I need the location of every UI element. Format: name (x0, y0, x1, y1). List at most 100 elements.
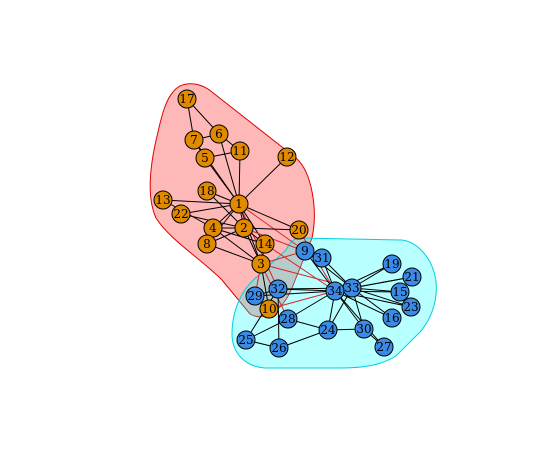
node-label-27: 27 (376, 340, 391, 354)
node-circle-27 (374, 337, 394, 357)
node-label-8: 8 (203, 237, 211, 251)
node-circle-8 (197, 234, 217, 254)
edge-1-13 (162, 199, 240, 205)
edge-1-22 (180, 203, 240, 215)
node-circle-6 (209, 124, 229, 144)
node-label-22: 22 (173, 207, 188, 221)
node-label-20: 20 (291, 223, 306, 237)
edge-between-10-34 (268, 290, 336, 310)
edge-23-33 (351, 287, 412, 308)
node-circle-3 (251, 254, 271, 274)
node-label-24: 24 (320, 323, 336, 337)
node-32: 32 (268, 279, 288, 299)
node-23: 23 (401, 297, 421, 317)
node-label-32: 32 (270, 282, 285, 296)
node-circle-25 (236, 330, 256, 350)
node-label-28: 28 (280, 312, 295, 326)
node-circle-24 (318, 320, 338, 340)
node-18: 18 (197, 181, 217, 201)
node-17: 17 (177, 89, 197, 109)
node-19: 19 (382, 254, 402, 274)
node-label-2: 2 (240, 221, 248, 235)
edge-3-4 (212, 227, 262, 265)
node-circle-11 (230, 141, 250, 161)
node-label-10: 10 (261, 302, 276, 316)
node-label-19: 19 (384, 257, 399, 271)
node-label-23: 23 (403, 300, 418, 314)
node-circle-1 (229, 194, 249, 214)
edge-27-34 (334, 290, 385, 348)
node-label-5: 5 (201, 151, 209, 165)
node-21: 21 (402, 267, 422, 287)
node-circle-7 (184, 130, 204, 150)
node-25: 25 (236, 330, 256, 350)
node-2: 2 (234, 218, 254, 238)
node-34: 34 (325, 281, 345, 301)
node-circle-19 (382, 254, 402, 274)
node-1: 1 (229, 194, 249, 214)
node-label-11: 11 (232, 144, 247, 158)
node-label-33: 33 (344, 281, 359, 295)
node-11: 11 (230, 141, 250, 161)
node-circle-9 (295, 241, 315, 261)
node-label-3: 3 (257, 257, 265, 271)
node-28: 28 (278, 309, 298, 329)
node-circle-15 (390, 282, 410, 302)
node-6: 6 (209, 124, 229, 144)
node-label-25: 25 (238, 333, 253, 347)
node-24: 24 (318, 320, 338, 340)
node-label-4: 4 (209, 221, 217, 235)
node-8: 8 (197, 234, 217, 254)
node-15: 15 (390, 282, 410, 302)
edge-1-12 (238, 156, 288, 205)
node-label-21: 21 (404, 270, 419, 284)
node-circle-30 (354, 319, 374, 339)
node-label-17: 17 (179, 92, 194, 106)
edge-16-34 (334, 290, 393, 319)
node-4: 4 (203, 218, 223, 238)
node-circle-26 (269, 338, 289, 358)
node-circle-12 (277, 147, 297, 167)
node-33: 33 (342, 278, 362, 298)
node-circle-5 (195, 148, 215, 168)
node-9: 9 (295, 241, 315, 261)
node-14: 14 (255, 234, 275, 254)
node-label-1: 1 (235, 197, 243, 211)
node-label-30: 30 (356, 322, 371, 336)
node-circle-20 (289, 220, 309, 240)
node-label-15: 15 (392, 285, 407, 299)
node-12: 12 (277, 147, 297, 167)
node-circle-29 (245, 286, 265, 306)
node-circle-32 (268, 279, 288, 299)
node-22: 22 (171, 204, 191, 224)
node-circle-22 (171, 204, 191, 224)
edge-32-34 (277, 288, 336, 292)
node-label-18: 18 (199, 184, 214, 198)
node-label-14: 14 (257, 237, 273, 251)
edge-between-14-34 (264, 243, 336, 292)
node-circle-13 (153, 190, 173, 210)
node-label-7: 7 (190, 133, 198, 147)
node-29: 29 (245, 286, 265, 306)
node-circle-14 (255, 234, 275, 254)
node-5: 5 (195, 148, 215, 168)
edge-3-8 (206, 243, 262, 265)
node-label-31: 31 (314, 251, 329, 265)
node-circle-34 (325, 281, 345, 301)
edge-1-6 (218, 133, 240, 205)
node-label-6: 6 (215, 127, 223, 141)
node-label-16: 16 (384, 311, 399, 325)
node-label-29: 29 (247, 289, 262, 303)
node-circle-28 (278, 309, 298, 329)
node-circle-16 (382, 308, 402, 328)
node-27: 27 (374, 337, 394, 357)
node-circle-21 (402, 267, 422, 287)
edge-1-20 (238, 203, 300, 231)
node-16: 16 (382, 308, 402, 328)
node-label-9: 9 (301, 244, 309, 258)
node-circle-31 (312, 248, 332, 268)
node-30: 30 (354, 319, 374, 339)
